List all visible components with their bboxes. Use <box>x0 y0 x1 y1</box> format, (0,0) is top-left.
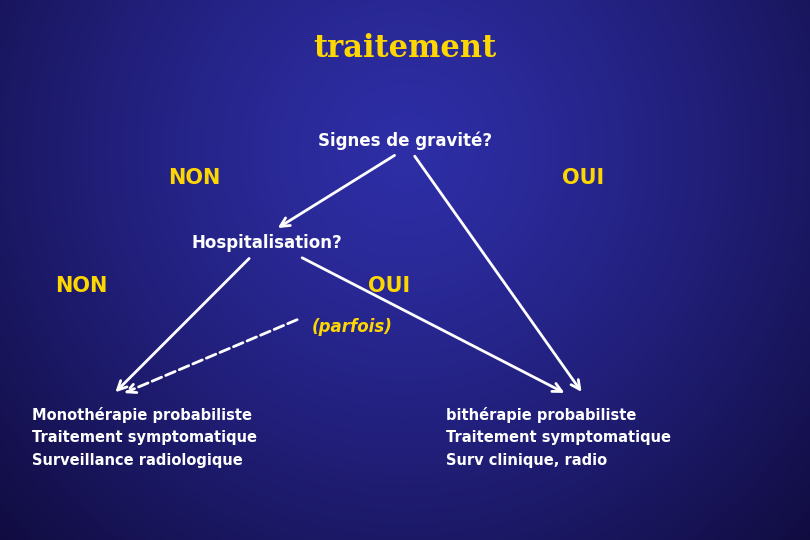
Text: NON: NON <box>55 276 107 296</box>
Text: Monothérapie probabiliste
Traitement symptomatique
Surveillance radiologique: Monothérapie probabiliste Traitement sym… <box>32 407 258 468</box>
Text: OUI: OUI <box>368 276 410 296</box>
Text: Hospitalisation?: Hospitalisation? <box>192 234 343 252</box>
Text: NON: NON <box>168 168 220 188</box>
Text: OUI: OUI <box>562 168 604 188</box>
Text: (parfois): (parfois) <box>312 318 393 336</box>
Text: bithérapie probabiliste
Traitement symptomatique
Surv clinique, radio: bithérapie probabiliste Traitement sympt… <box>446 407 671 468</box>
Text: traitement: traitement <box>313 33 497 64</box>
Text: Signes de gravité?: Signes de gravité? <box>318 131 492 150</box>
